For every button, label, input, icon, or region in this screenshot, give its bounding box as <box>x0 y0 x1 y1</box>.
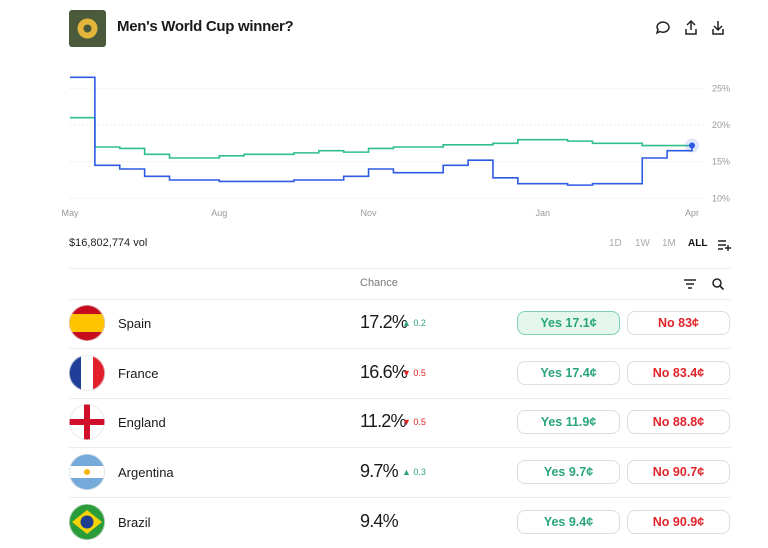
buy-yes-button[interactable]: Yes 17.4¢ <box>517 360 620 385</box>
divider <box>69 497 731 499</box>
line-series <box>70 76 693 186</box>
x-tick-label: Nov <box>361 208 378 218</box>
column-header: Chance <box>360 277 398 289</box>
change: ▲ 0.3 <box>402 467 426 477</box>
search-icon[interactable] <box>712 278 725 291</box>
outcome-name: England <box>118 415 166 431</box>
outcome-row: Brazil 9.4% Yes 9.4¢ No 90.9¢ <box>69 498 731 548</box>
buy-no-button[interactable]: No 83.4¢ <box>627 360 730 385</box>
change-value: 0.2 <box>413 318 426 328</box>
change-arrow: ▲ <box>402 467 414 478</box>
outcome-row: France 16.6% ▼ 0.5 Yes 17.4¢ No 83.4¢ <box>69 349 731 399</box>
divider <box>69 397 731 399</box>
y-tick-label: 15% <box>712 157 730 167</box>
buy-yes-button[interactable]: Yes 17.1¢ <box>517 311 620 335</box>
chart: 10% 15% 20% 25% May Aug Nov Jan Apr <box>61 76 730 218</box>
chance: 9.7% <box>360 461 399 482</box>
range-button[interactable]: 1D <box>609 238 622 249</box>
change-value: 0.5 <box>413 417 426 428</box>
buy-no-button[interactable]: No 90.7¢ <box>627 460 730 485</box>
change: ▼ 0.5 <box>402 417 426 427</box>
line-series <box>70 116 692 159</box>
x-tick-label: Jan <box>535 208 550 218</box>
title: Men's World Cup winner? <box>117 18 294 35</box>
flag <box>69 454 107 497</box>
chance: 17.2% <box>360 312 408 332</box>
flag <box>69 404 107 447</box>
range-button[interactable]: 1M <box>662 238 676 249</box>
change-value: 0.3 <box>413 467 426 478</box>
buy-yes-button[interactable]: Yes 9.4¢ <box>517 509 620 534</box>
flag <box>69 305 107 348</box>
outcome-row: Argentina 9.7% ▲ 0.3 Yes 9.7¢ No 90.7¢ <box>69 448 731 499</box>
table-tools[interactable] <box>684 278 734 292</box>
change-arrow: ▼ <box>402 367 414 378</box>
buy-yes-button[interactable]: Yes 9.7¢ <box>517 460 620 485</box>
outcome-name: Spain <box>118 316 152 331</box>
buy-yes-button[interactable]: Yes 11.9¢ <box>517 410 620 435</box>
buy-no-button[interactable]: No 90.9¢ <box>627 509 730 534</box>
outcome-row: England 11.2% ▼ 0.5 Yes 11.9¢ No 88.8¢ <box>69 398 731 449</box>
volume: $16,802,774 vol <box>69 237 148 249</box>
chance: 9.4% <box>360 510 399 531</box>
x-tick-label: Apr <box>685 208 699 218</box>
x-tick-label: May <box>61 208 79 218</box>
buy-no-button[interactable]: No 88.8¢ <box>627 410 730 435</box>
toolbar[interactable] <box>654 18 734 38</box>
sort-icon[interactable] <box>684 279 696 289</box>
change: ▲ 0.2 <box>402 318 426 328</box>
comment-icon[interactable] <box>655 21 670 35</box>
divider <box>69 268 731 269</box>
change-value: 0.5 <box>413 367 426 378</box>
share-icon[interactable] <box>685 19 697 35</box>
outcome-name: Argentina <box>118 465 174 481</box>
filter-icon[interactable] <box>718 239 732 251</box>
market-icon <box>69 10 106 47</box>
change-arrow: ▼ <box>402 417 414 428</box>
range-button[interactable]: ALL <box>688 238 708 249</box>
buy-no-button[interactable]: No 83¢ <box>627 311 730 335</box>
divider <box>69 447 731 449</box>
flag <box>69 503 107 547</box>
y-tick-label: 25% <box>712 83 730 93</box>
chance: 16.6% <box>360 361 408 382</box>
divider <box>69 348 731 349</box>
flag <box>69 354 107 398</box>
outcome-row: Spain 17.2% ▲ 0.2 Yes 17.1¢ No 83¢ <box>69 299 731 349</box>
x-tick-label: Aug <box>211 208 227 218</box>
y-tick-label: 10% <box>712 193 730 203</box>
change-arrow: ▲ <box>402 318 414 328</box>
outcome-name: Brazil <box>118 514 151 530</box>
end-point <box>689 142 695 149</box>
change: ▼ 0.5 <box>402 368 426 378</box>
outcome-name: France <box>118 365 159 381</box>
divider <box>69 299 731 300</box>
y-tick-label: 20% <box>712 120 730 130</box>
download-icon[interactable] <box>712 21 724 35</box>
range-button[interactable]: 1W <box>635 238 650 249</box>
chance: 11.2% <box>360 411 406 432</box>
